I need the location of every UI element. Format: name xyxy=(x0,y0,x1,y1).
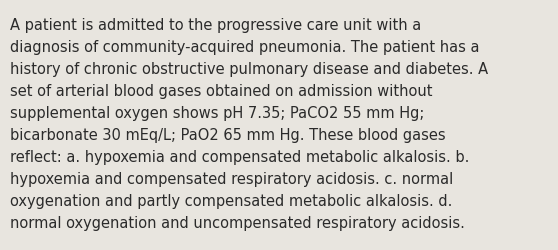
Text: oxygenation and partly compensated metabolic alkalosis. d.: oxygenation and partly compensated metab… xyxy=(10,194,453,208)
Text: reflect: a. hypoxemia and compensated metabolic alkalosis. b.: reflect: a. hypoxemia and compensated me… xyxy=(10,150,469,164)
Text: normal oxygenation and uncompensated respiratory acidosis.: normal oxygenation and uncompensated res… xyxy=(10,216,465,230)
Text: hypoxemia and compensated respiratory acidosis. c. normal: hypoxemia and compensated respiratory ac… xyxy=(10,172,453,186)
Text: diagnosis of community-acquired pneumonia. The patient has a: diagnosis of community-acquired pneumoni… xyxy=(10,40,479,54)
Text: set of arterial blood gases obtained on admission without: set of arterial blood gases obtained on … xyxy=(10,84,432,98)
Text: history of chronic obstructive pulmonary disease and diabetes. A: history of chronic obstructive pulmonary… xyxy=(10,62,488,76)
Text: bicarbonate 30 mEq/L; PaO2 65 mm Hg. These blood gases: bicarbonate 30 mEq/L; PaO2 65 mm Hg. The… xyxy=(10,128,446,142)
Text: supplemental oxygen shows pH 7.35; PaCO2 55 mm Hg;: supplemental oxygen shows pH 7.35; PaCO2… xyxy=(10,106,425,120)
Text: A patient is admitted to the progressive care unit with a: A patient is admitted to the progressive… xyxy=(10,18,421,32)
